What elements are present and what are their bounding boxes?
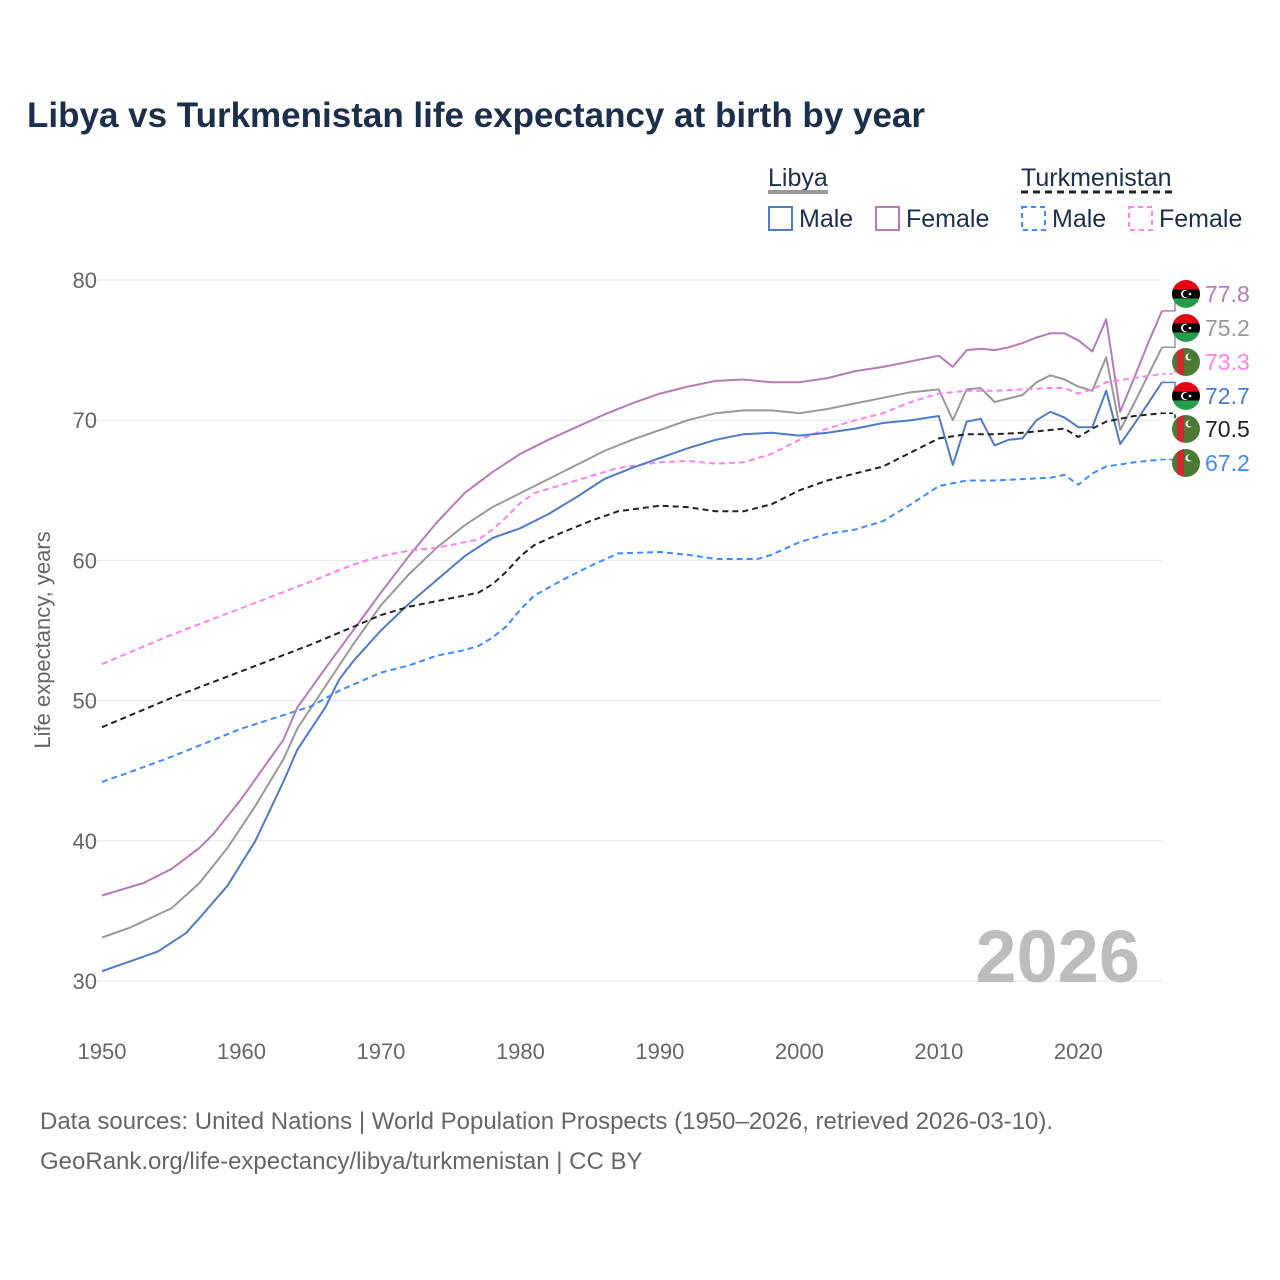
end-value-label: 67.2 [1205, 450, 1250, 476]
x-tick-label: 1970 [356, 1039, 405, 1064]
end-value-label: 73.3 [1205, 349, 1250, 375]
x-tick-label: 2010 [914, 1039, 963, 1064]
legend-item-label: Male [799, 205, 853, 233]
x-tick-label: 1950 [78, 1039, 127, 1064]
turkmenistan-flag-icon [1172, 449, 1200, 477]
end-value-label: 77.8 [1205, 281, 1250, 307]
legend-group-turkmenistan: Turkmenistan [1021, 164, 1172, 192]
legend-item-label: Female [1159, 205, 1242, 233]
series-line-libya-female [101, 310, 1163, 897]
y-tick-label: 70 [73, 408, 97, 433]
y-tick-label: 40 [73, 829, 97, 854]
libya-flag-icon [1172, 280, 1200, 308]
series-line-turkmenistan-male [101, 458, 1163, 783]
y-tick-label: 30 [73, 969, 97, 994]
y-tick-label: 80 [73, 268, 97, 293]
end-value-label: 70.5 [1205, 416, 1250, 442]
y-axis-label: Life expectancy, years [30, 531, 55, 748]
x-tick-label: 2020 [1054, 1039, 1103, 1064]
series-line-turkmenistan [101, 412, 1163, 729]
libya-flag-icon [1172, 382, 1200, 410]
legend-swatch [1021, 206, 1046, 231]
series-line-libya [101, 346, 1163, 939]
y-tick-label: 50 [73, 689, 97, 714]
end-value-label: 72.7 [1205, 383, 1250, 409]
series-line-turkmenistan-female [101, 372, 1163, 666]
legend-group-libya: Libya [768, 164, 828, 192]
series-line-libya-male [101, 381, 1163, 973]
legend-item-label: Female [906, 205, 989, 233]
legend-item-label: Male [1052, 205, 1106, 233]
x-tick-label: 2000 [775, 1039, 824, 1064]
turkmenistan-flag-icon [1172, 415, 1200, 443]
x-tick-label: 1960 [217, 1039, 266, 1064]
turkmenistan-flag-icon [1172, 348, 1200, 376]
x-tick-label: 1980 [496, 1039, 545, 1064]
year-watermark: 2026 [975, 915, 1140, 998]
libya-flag-icon [1172, 314, 1200, 342]
legend-swatch [875, 206, 900, 231]
legend-swatch [1128, 206, 1153, 231]
legend-swatch [768, 206, 793, 231]
source-url: GeoRank.org/life-expectancy/libya/turkme… [40, 1148, 643, 1175]
end-value-label: 75.2 [1205, 315, 1250, 341]
y-tick-label: 60 [73, 548, 97, 573]
x-tick-label: 1990 [635, 1039, 684, 1064]
source-note: Data sources: United Nations | World Pop… [40, 1108, 1054, 1135]
chart-title: Libya vs Turkmenistan life expectancy at… [27, 96, 926, 135]
